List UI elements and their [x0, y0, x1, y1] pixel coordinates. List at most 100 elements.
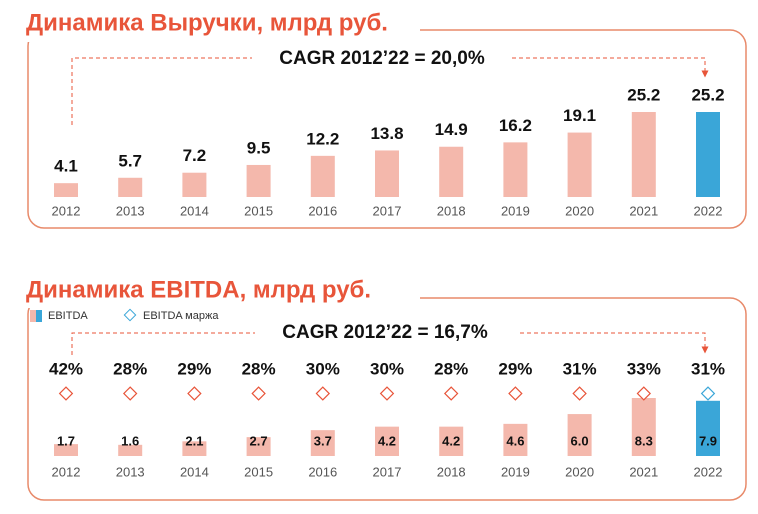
x-tick-label: 2020 [565, 203, 594, 218]
x-tick-label: 2016 [308, 464, 337, 479]
data-label: 42% [49, 359, 83, 378]
x-tick-label: 2012 [52, 203, 81, 218]
bar [118, 177, 143, 197]
data-label: 4.2 [378, 433, 396, 448]
x-tick-label: 2017 [373, 203, 402, 218]
x-tick-label: 2013 [116, 464, 145, 479]
bar [118, 444, 143, 456]
data-label: 9.5 [247, 138, 271, 157]
margin-marker [636, 386, 652, 401]
margin-marker [443, 386, 459, 401]
x-tick-label: 2021 [629, 464, 658, 479]
data-label: 6.0 [571, 433, 589, 448]
cagr-connector [71, 332, 705, 355]
annotation: CAGR 2012’22 = 16,7% [282, 322, 488, 343]
data-label: 7.2 [183, 146, 207, 165]
legend-swatch [123, 308, 137, 322]
data-label: 3.7 [314, 433, 332, 448]
data-label: 2.7 [250, 433, 268, 448]
data-label: 8.3 [635, 433, 653, 448]
bar [503, 423, 528, 456]
margin-marker [315, 386, 331, 401]
data-label: 29% [177, 359, 211, 378]
x-tick-label: 2014 [180, 464, 209, 479]
margin-marker [572, 386, 587, 401]
margin-marker [251, 386, 266, 401]
bar [696, 400, 720, 456]
data-label: 19.1 [563, 106, 596, 125]
margin-marker [700, 386, 716, 401]
data-label: 30% [306, 359, 340, 378]
x-tick-label: 2019 [501, 203, 530, 218]
chart-title: Динамика EBITDA, млрд руб. [26, 276, 371, 303]
data-label: 4.1 [54, 157, 78, 176]
data-label: 7.9 [699, 433, 717, 448]
data-label: 33% [627, 359, 661, 378]
annotation: CAGR 2012’22 = 20,0% [279, 48, 485, 69]
x-tick-label: 2014 [180, 203, 209, 218]
bar [439, 146, 464, 197]
x-tick-label: 2018 [437, 464, 466, 479]
data-label: 13.8 [370, 124, 403, 143]
bar [54, 183, 78, 197]
bar [310, 155, 335, 197]
x-tick-label: 2020 [565, 464, 594, 479]
bar [375, 150, 399, 197]
bar [503, 142, 528, 197]
x-tick-label: 2021 [629, 203, 658, 218]
bar [246, 437, 271, 456]
data-label: 1.7 [57, 433, 75, 448]
data-label: 1.6 [121, 433, 139, 448]
margin-marker [122, 386, 138, 401]
data-label: 31% [563, 359, 597, 378]
x-tick-label: 2018 [437, 203, 466, 218]
x-tick-label: 2012 [52, 464, 81, 479]
bar [54, 444, 78, 456]
data-label: 28% [113, 359, 147, 378]
data-label: 29% [498, 359, 532, 378]
data-label: 14.9 [435, 120, 468, 139]
data-label: 28% [434, 359, 468, 378]
data-label: 31% [691, 359, 725, 378]
margin-marker [508, 386, 523, 401]
bar [439, 426, 464, 456]
bar [310, 430, 335, 456]
data-label: 12.2 [306, 129, 339, 148]
title-bg [20, 8, 420, 42]
x-tick-label: 2015 [244, 464, 273, 479]
data-label: 16.2 [499, 116, 532, 135]
data-label: 5.7 [118, 151, 142, 170]
data-label: 25.2 [627, 85, 660, 104]
bar [696, 112, 720, 197]
bar [375, 426, 399, 456]
legend-swatch [36, 310, 42, 322]
x-tick-label: 2022 [694, 464, 723, 479]
margin-marker [187, 386, 202, 401]
bar [246, 164, 271, 197]
data-label: 2.1 [185, 433, 203, 448]
data-label: 28% [242, 359, 276, 378]
bar [631, 112, 656, 197]
x-tick-label: 2013 [116, 203, 145, 218]
chart-title: Динамика Выручки, млрд руб. [26, 9, 388, 36]
data-label: 4.6 [506, 433, 524, 448]
x-tick-label: 2017 [373, 464, 402, 479]
bar [182, 441, 207, 456]
x-tick-label: 2022 [694, 203, 723, 218]
x-tick-label: 2016 [308, 203, 337, 218]
x-tick-label: 2015 [244, 203, 273, 218]
cagr-connector [71, 57, 705, 125]
title-bg [20, 276, 420, 308]
data-label: 30% [370, 359, 404, 378]
bar [182, 172, 207, 197]
margin-marker [58, 386, 74, 401]
x-tick-label: 2019 [501, 464, 530, 479]
legend-label: EBITDA [48, 310, 88, 322]
bar [567, 414, 592, 456]
legend-swatch [30, 310, 36, 322]
bar [567, 132, 592, 197]
margin-marker [379, 386, 395, 401]
data-label: 4.2 [442, 433, 460, 448]
bar [631, 398, 656, 456]
